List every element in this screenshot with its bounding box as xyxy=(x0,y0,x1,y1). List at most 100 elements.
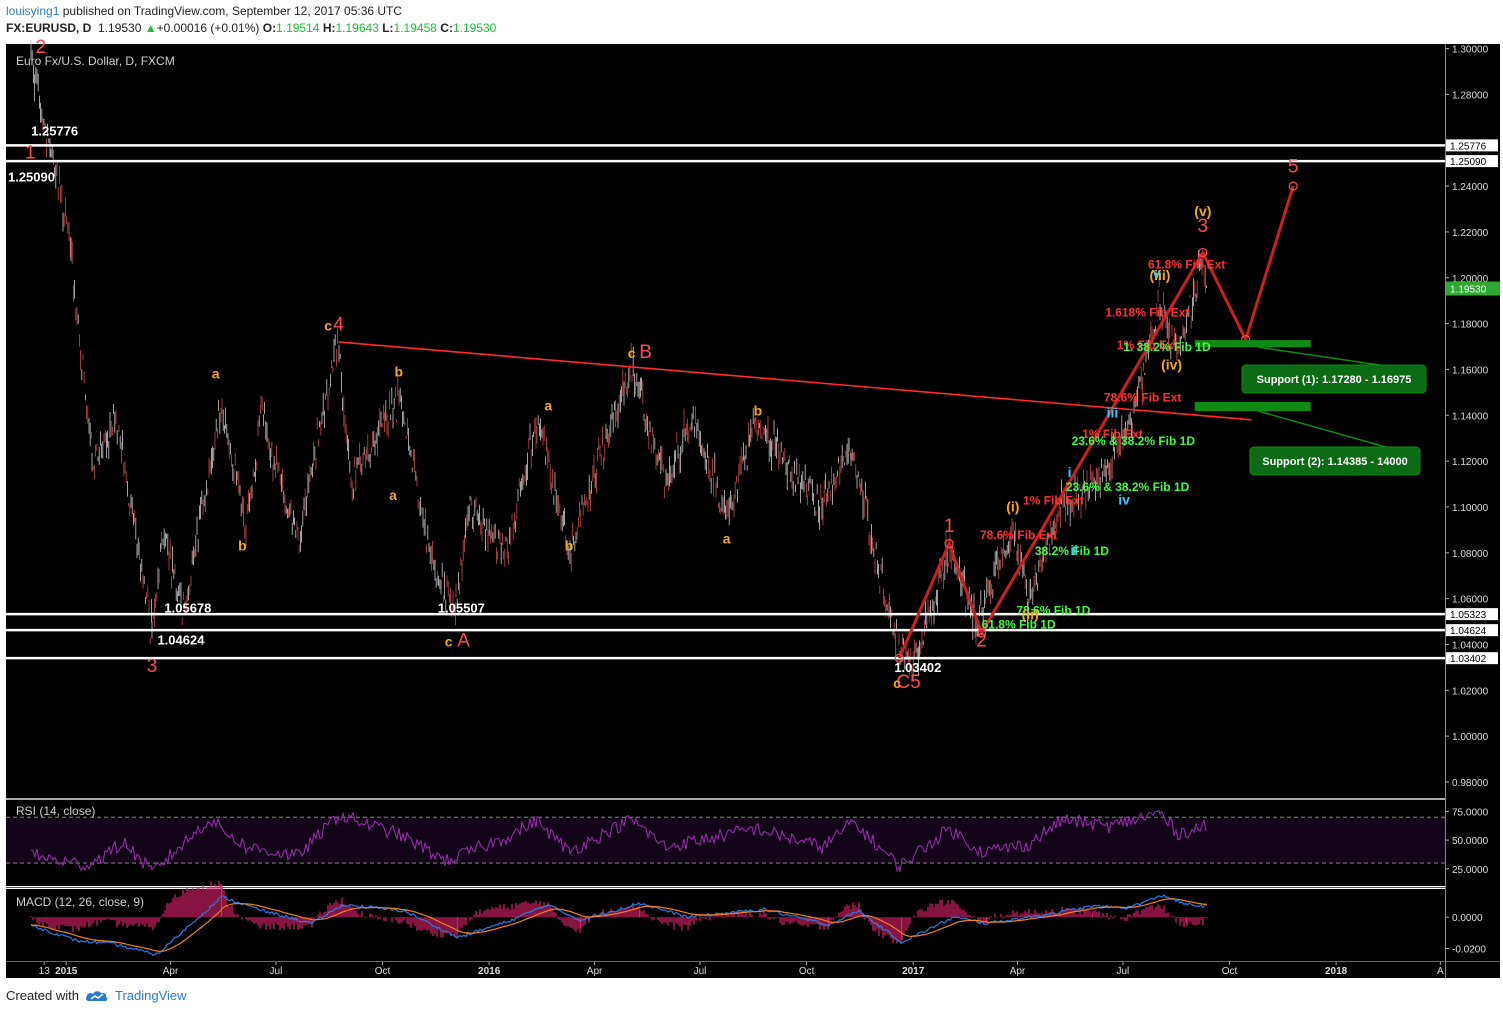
wave-label: iv xyxy=(1118,492,1130,508)
price-axis-pane xyxy=(1445,44,1500,978)
wave-label: b xyxy=(394,363,403,379)
wave-label: 5 xyxy=(1288,156,1299,177)
x-tick-label: Oct xyxy=(799,966,815,977)
wave-label: i xyxy=(1068,464,1072,480)
fib-annotation: 61.8% Fib Ext xyxy=(1148,258,1225,272)
key-level-label: 1.25776 xyxy=(1450,141,1487,152)
footer: Created with TradingView xyxy=(6,988,187,1003)
price-label: 1.25090 xyxy=(8,170,55,185)
price-label: 1.05678 xyxy=(164,600,211,615)
close-label: C: xyxy=(440,21,453,35)
key-level-tag xyxy=(1446,652,1498,665)
wave-label: (i) xyxy=(1006,499,1019,515)
fib-annotation: 1.618% Fib Ext xyxy=(1105,306,1189,320)
wave-label: 2 xyxy=(976,631,987,652)
x-tick-label: 2017 xyxy=(902,966,925,977)
y-tick-label: 1.16000 xyxy=(1452,365,1489,376)
wave-label: b xyxy=(754,402,763,418)
fib-annotation: 38.2% Fib 1D xyxy=(1035,544,1109,558)
wave-label: 1 xyxy=(25,143,36,164)
wave-label: (v) xyxy=(1194,203,1211,219)
x-tick-label: Jul xyxy=(694,966,707,977)
wave-label: v xyxy=(1153,265,1161,281)
macd-pane xyxy=(6,889,1445,961)
projection-point xyxy=(976,628,987,638)
x-tick-label: 13 xyxy=(39,966,51,977)
price-label: 1.03402 xyxy=(894,660,941,675)
y-tick-label: 1.30000 xyxy=(1452,45,1489,56)
low-value: 1.19458 xyxy=(393,21,437,35)
macd-title: MACD (12, 26, close, 9) xyxy=(16,895,144,909)
x-tick-label: Jul xyxy=(1117,966,1130,977)
price-change: +0.00016 (+0.01%) xyxy=(156,21,260,35)
wave-label: c xyxy=(628,345,636,361)
trendline xyxy=(338,341,1252,421)
y-tick-label: 1.14000 xyxy=(1452,411,1489,422)
y-tick-label: 1.12000 xyxy=(1452,457,1489,468)
x-tick-label: Apr xyxy=(587,966,603,977)
y-tick-label: 1.08000 xyxy=(1452,549,1489,560)
fib-annotation: 1% Fib Ext xyxy=(1023,494,1084,508)
wave-label: 2 xyxy=(35,37,46,58)
author-link[interactable]: louisying1 xyxy=(6,4,60,18)
wave-label: b xyxy=(238,537,247,553)
x-tick-label: 2015 xyxy=(55,966,78,977)
wave-label: a xyxy=(723,531,731,547)
wave-label: 3 xyxy=(1198,216,1209,237)
support-zone xyxy=(1194,340,1311,348)
fib-annotation: 23.6% & 38.2% Fib 1D xyxy=(1072,434,1196,448)
wave-label: c xyxy=(893,675,901,691)
quote-line: FX:EURUSD, D 1.19530 ▲+0.00016 (+0.01%) … xyxy=(6,21,496,35)
change-arrow-icon: ▲ xyxy=(144,21,157,35)
x-tick-label: Jul xyxy=(270,966,283,977)
key-level-label: 1.03402 xyxy=(1450,654,1487,665)
key-level-tag xyxy=(1446,155,1498,168)
tradingview-cloud-icon xyxy=(85,990,108,1001)
chart-title: Euro Fx/U.S. Dollar, D, FXCM xyxy=(16,54,175,68)
fib-annotation: 1. 38.2% Fib 1D xyxy=(1123,340,1211,354)
macd-tick-label: -0.0200 xyxy=(1452,944,1486,955)
fib-annotation: 78.6% Fib Ext xyxy=(1104,391,1181,405)
key-level-label: 1.25090 xyxy=(1450,157,1487,168)
y-tick-label: 1.10000 xyxy=(1452,503,1489,514)
key-level-label: 1.04624 xyxy=(1450,626,1487,637)
candles xyxy=(30,39,1207,683)
y-tick-label: 1.04000 xyxy=(1452,640,1489,651)
fib-annotation: 78.6% Fib Ext xyxy=(980,528,1057,542)
wave-label: c xyxy=(445,634,453,650)
rsi-title: RSI (14, close) xyxy=(16,804,95,818)
y-tick-label: 1.02000 xyxy=(1452,686,1489,697)
created-with-label: Created with xyxy=(6,988,79,1003)
wave-label: C5 xyxy=(896,672,920,693)
wave-label: b xyxy=(565,537,574,553)
price-pane xyxy=(6,44,1445,798)
y-tick-label: 1.20000 xyxy=(1452,274,1489,285)
last-price-label: 1.19530 xyxy=(1450,285,1487,296)
x-tick-label: Oct xyxy=(1222,966,1238,977)
support-callout-box xyxy=(1249,446,1421,476)
support-callout-box xyxy=(1241,364,1427,394)
wave-label: a xyxy=(389,487,397,503)
tradingview-link[interactable]: TradingView xyxy=(114,988,187,1003)
support-callout-label: Support (1): 1.17280 - 1.16975 xyxy=(1257,374,1412,386)
rsi-tick-label: 25.0000 xyxy=(1452,865,1489,876)
wave-label: A xyxy=(457,631,470,652)
publish-info: published on TradingView.com, September … xyxy=(62,4,403,18)
rsi-line xyxy=(30,809,1207,873)
y-tick-label: 1.00000 xyxy=(1452,732,1489,743)
wave-projection xyxy=(897,185,1295,659)
symbol-label: FX:EURUSD, D xyxy=(6,21,92,35)
last-price-tag xyxy=(1446,281,1500,296)
key-level-tag xyxy=(1446,624,1498,637)
last-price: 1.19530 xyxy=(98,21,142,35)
fib-annotation: 61.8% Fib 1D xyxy=(982,617,1056,631)
x-tick-label: Apr xyxy=(163,966,179,977)
wave-label: (ii) xyxy=(1022,606,1039,622)
y-tick-label: 1.24000 xyxy=(1452,182,1489,193)
rsi-tick-label: 75.0000 xyxy=(1452,807,1489,818)
wave-label: 3 xyxy=(147,656,158,677)
wave-label: (iii) xyxy=(1149,267,1170,283)
wave-label: 4 xyxy=(333,314,344,335)
time-axis-pane xyxy=(6,962,1445,978)
